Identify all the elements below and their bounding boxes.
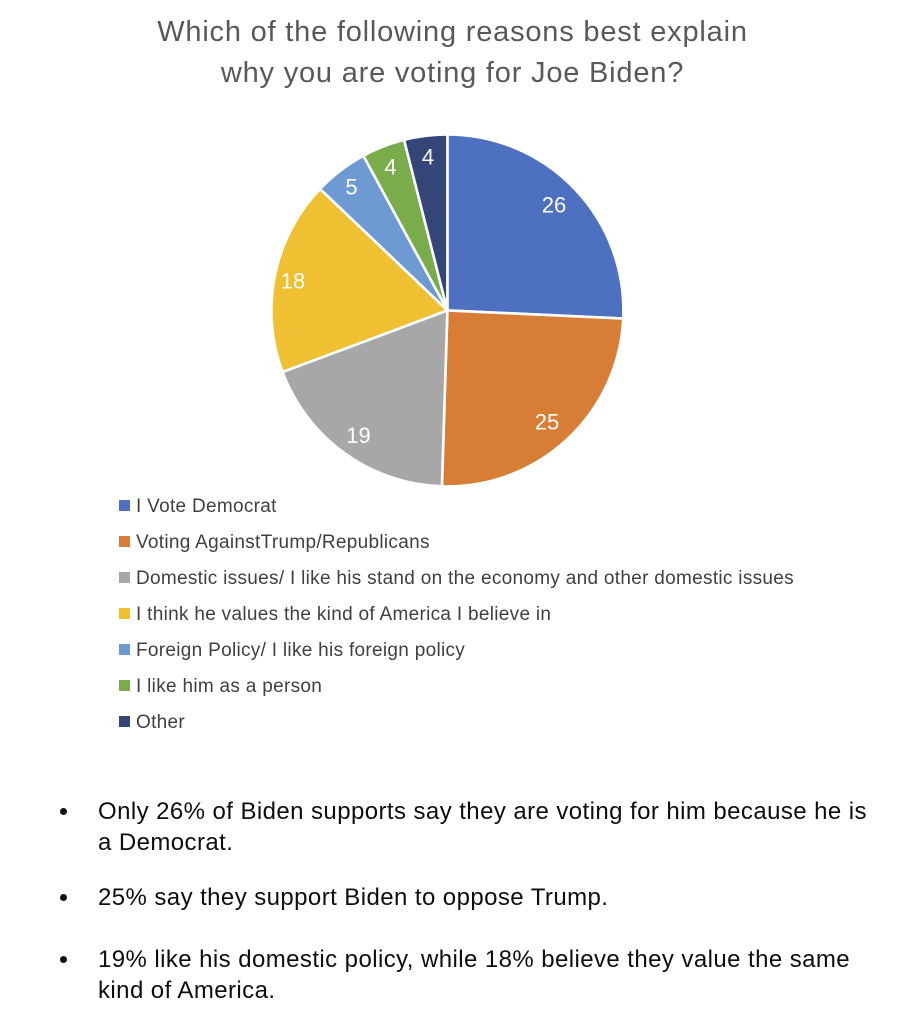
svg-text:4: 4 <box>422 145 434 170</box>
svg-text:26: 26 <box>542 193 566 218</box>
svg-text:18: 18 <box>281 269 305 294</box>
svg-text:19: 19 <box>346 423 370 448</box>
svg-text:4: 4 <box>384 155 396 180</box>
svg-text:5: 5 <box>345 175 357 200</box>
svg-text:25: 25 <box>535 410 559 435</box>
